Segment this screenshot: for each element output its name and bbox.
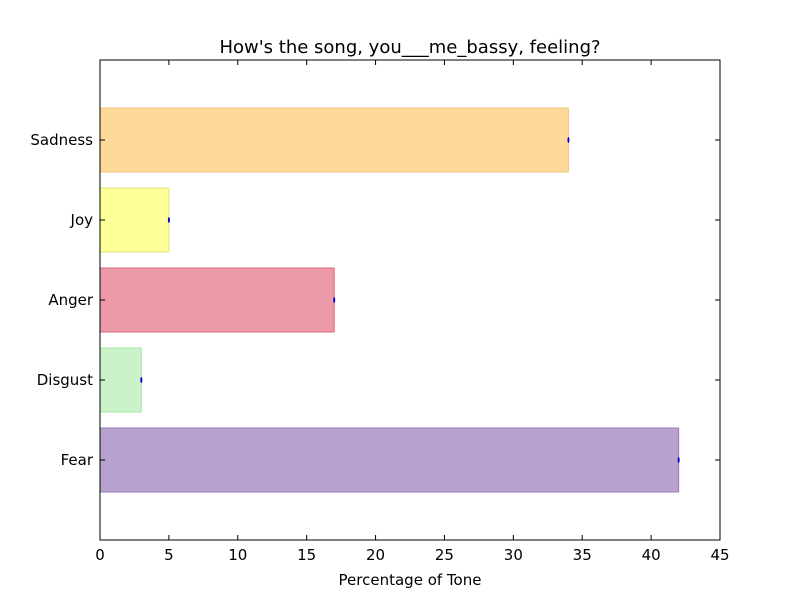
value-marker-disgust xyxy=(140,377,143,383)
value-marker-sadness xyxy=(567,137,570,143)
x-tick-label: 0 xyxy=(95,546,105,564)
x-tick-label: 15 xyxy=(297,546,316,564)
x-tick-label: 35 xyxy=(573,546,592,564)
bars-layer xyxy=(99,107,680,493)
bar-disgust xyxy=(99,347,142,413)
chart-title: How's the song, you___me_bassy, feeling? xyxy=(219,37,600,58)
x-tick-label: 20 xyxy=(366,546,385,564)
x-tick-label: 45 xyxy=(710,546,729,564)
bar-joy xyxy=(99,187,170,253)
bar-anger xyxy=(99,267,335,333)
x-tick-label: 10 xyxy=(228,546,247,564)
bar-sadness xyxy=(99,107,569,173)
value-marker-anger xyxy=(333,297,336,303)
y-tick-labels: Fear Disgust Anger Joy Sadness xyxy=(30,131,93,469)
x-tick-label: 40 xyxy=(642,546,661,564)
value-markers-layer xyxy=(140,137,680,463)
y-tick-label: Sadness xyxy=(30,131,93,149)
x-tick-label: 25 xyxy=(435,546,454,564)
y-tick-label: Fear xyxy=(61,451,94,469)
x-tick-label: 5 xyxy=(164,546,174,564)
bar-fear xyxy=(99,427,680,493)
x-tick-labels: 0 5 10 15 20 25 30 35 40 45 xyxy=(95,546,729,564)
x-axis-label: Percentage of Tone xyxy=(339,571,482,589)
y-tick-label: Joy xyxy=(70,211,94,229)
ticks-layer xyxy=(99,60,721,540)
value-marker-joy xyxy=(167,217,170,223)
y-tick-label: Anger xyxy=(48,291,94,309)
y-tick-label: Disgust xyxy=(37,371,93,389)
x-tick-label: 30 xyxy=(504,546,523,564)
value-marker-fear xyxy=(677,457,680,463)
